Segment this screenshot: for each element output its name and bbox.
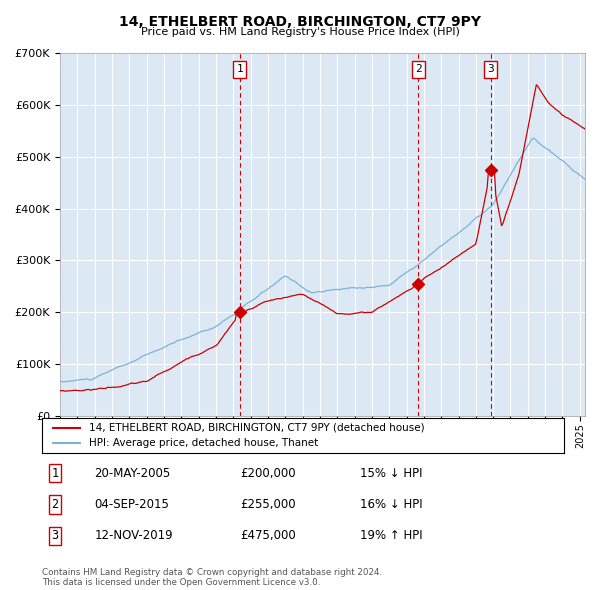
Text: This data is licensed under the Open Government Licence v3.0.: This data is licensed under the Open Gov… — [42, 578, 320, 587]
Text: 20-MAY-2005: 20-MAY-2005 — [94, 467, 170, 480]
Text: 2: 2 — [52, 498, 59, 511]
Text: 2: 2 — [415, 64, 422, 74]
Text: £475,000: £475,000 — [241, 529, 296, 542]
Text: 04-SEP-2015: 04-SEP-2015 — [94, 498, 169, 511]
Text: £200,000: £200,000 — [241, 467, 296, 480]
Text: 16% ↓ HPI: 16% ↓ HPI — [361, 498, 423, 511]
Text: £255,000: £255,000 — [241, 498, 296, 511]
Text: 1: 1 — [236, 64, 243, 74]
Text: 14, ETHELBERT ROAD, BIRCHINGTON, CT7 9PY: 14, ETHELBERT ROAD, BIRCHINGTON, CT7 9PY — [119, 15, 481, 29]
Text: 15% ↓ HPI: 15% ↓ HPI — [361, 467, 423, 480]
Text: 12-NOV-2019: 12-NOV-2019 — [94, 529, 173, 542]
Text: Contains HM Land Registry data © Crown copyright and database right 2024.: Contains HM Land Registry data © Crown c… — [42, 568, 382, 576]
Text: Price paid vs. HM Land Registry's House Price Index (HPI): Price paid vs. HM Land Registry's House … — [140, 27, 460, 37]
Text: 1: 1 — [52, 467, 59, 480]
Text: HPI: Average price, detached house, Thanet: HPI: Average price, detached house, Than… — [89, 438, 318, 448]
Text: 3: 3 — [488, 64, 494, 74]
Text: 3: 3 — [52, 529, 59, 542]
Text: 14, ETHELBERT ROAD, BIRCHINGTON, CT7 9PY (detached house): 14, ETHELBERT ROAD, BIRCHINGTON, CT7 9PY… — [89, 422, 425, 432]
Text: 19% ↑ HPI: 19% ↑ HPI — [361, 529, 423, 542]
